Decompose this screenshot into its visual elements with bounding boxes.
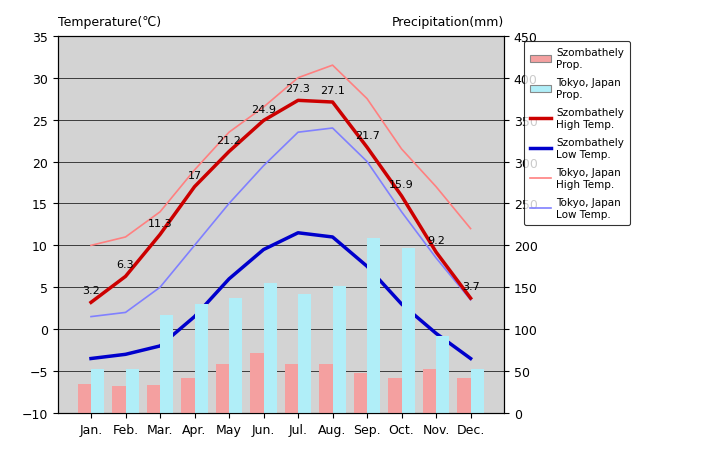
Bar [160,315,173,413]
Bar [298,294,311,413]
Bar [285,364,298,413]
Bar [333,286,346,413]
Bar [354,373,367,413]
Text: 3.2: 3.2 [82,286,100,296]
Text: 21.2: 21.2 [217,135,241,145]
Bar [181,378,194,413]
Bar [78,384,91,413]
Bar [91,369,104,413]
Bar [251,353,264,413]
Text: 27.3: 27.3 [286,84,310,94]
Text: Temperature(℃): Temperature(℃) [58,16,161,29]
Bar [125,369,139,413]
Legend: Szombathely
Prop., Tokyo, Japan
Prop., Szombathely
High Temp., Szombathely
Low T: Szombathely Prop., Tokyo, Japan Prop., S… [523,42,630,225]
Bar [367,238,380,413]
Text: Precipitation(mm): Precipitation(mm) [392,16,504,29]
Bar [471,369,484,413]
Bar [216,364,229,413]
Text: 17: 17 [187,170,202,180]
Bar [320,364,333,413]
Bar [264,284,276,413]
Text: 3.7: 3.7 [462,282,480,291]
Bar [194,304,207,413]
Bar [112,386,125,413]
Text: 11.3: 11.3 [148,218,172,228]
Bar [457,378,471,413]
Text: 6.3: 6.3 [117,260,135,270]
Bar [402,248,415,413]
Bar [229,298,242,413]
Text: 9.2: 9.2 [427,235,445,246]
Text: 21.7: 21.7 [355,131,379,141]
Bar [423,369,436,413]
Text: 15.9: 15.9 [390,179,414,190]
Text: 24.9: 24.9 [251,104,276,114]
Bar [389,378,402,413]
Bar [147,386,160,413]
Text: 27.1: 27.1 [320,86,345,96]
Bar [436,336,449,413]
